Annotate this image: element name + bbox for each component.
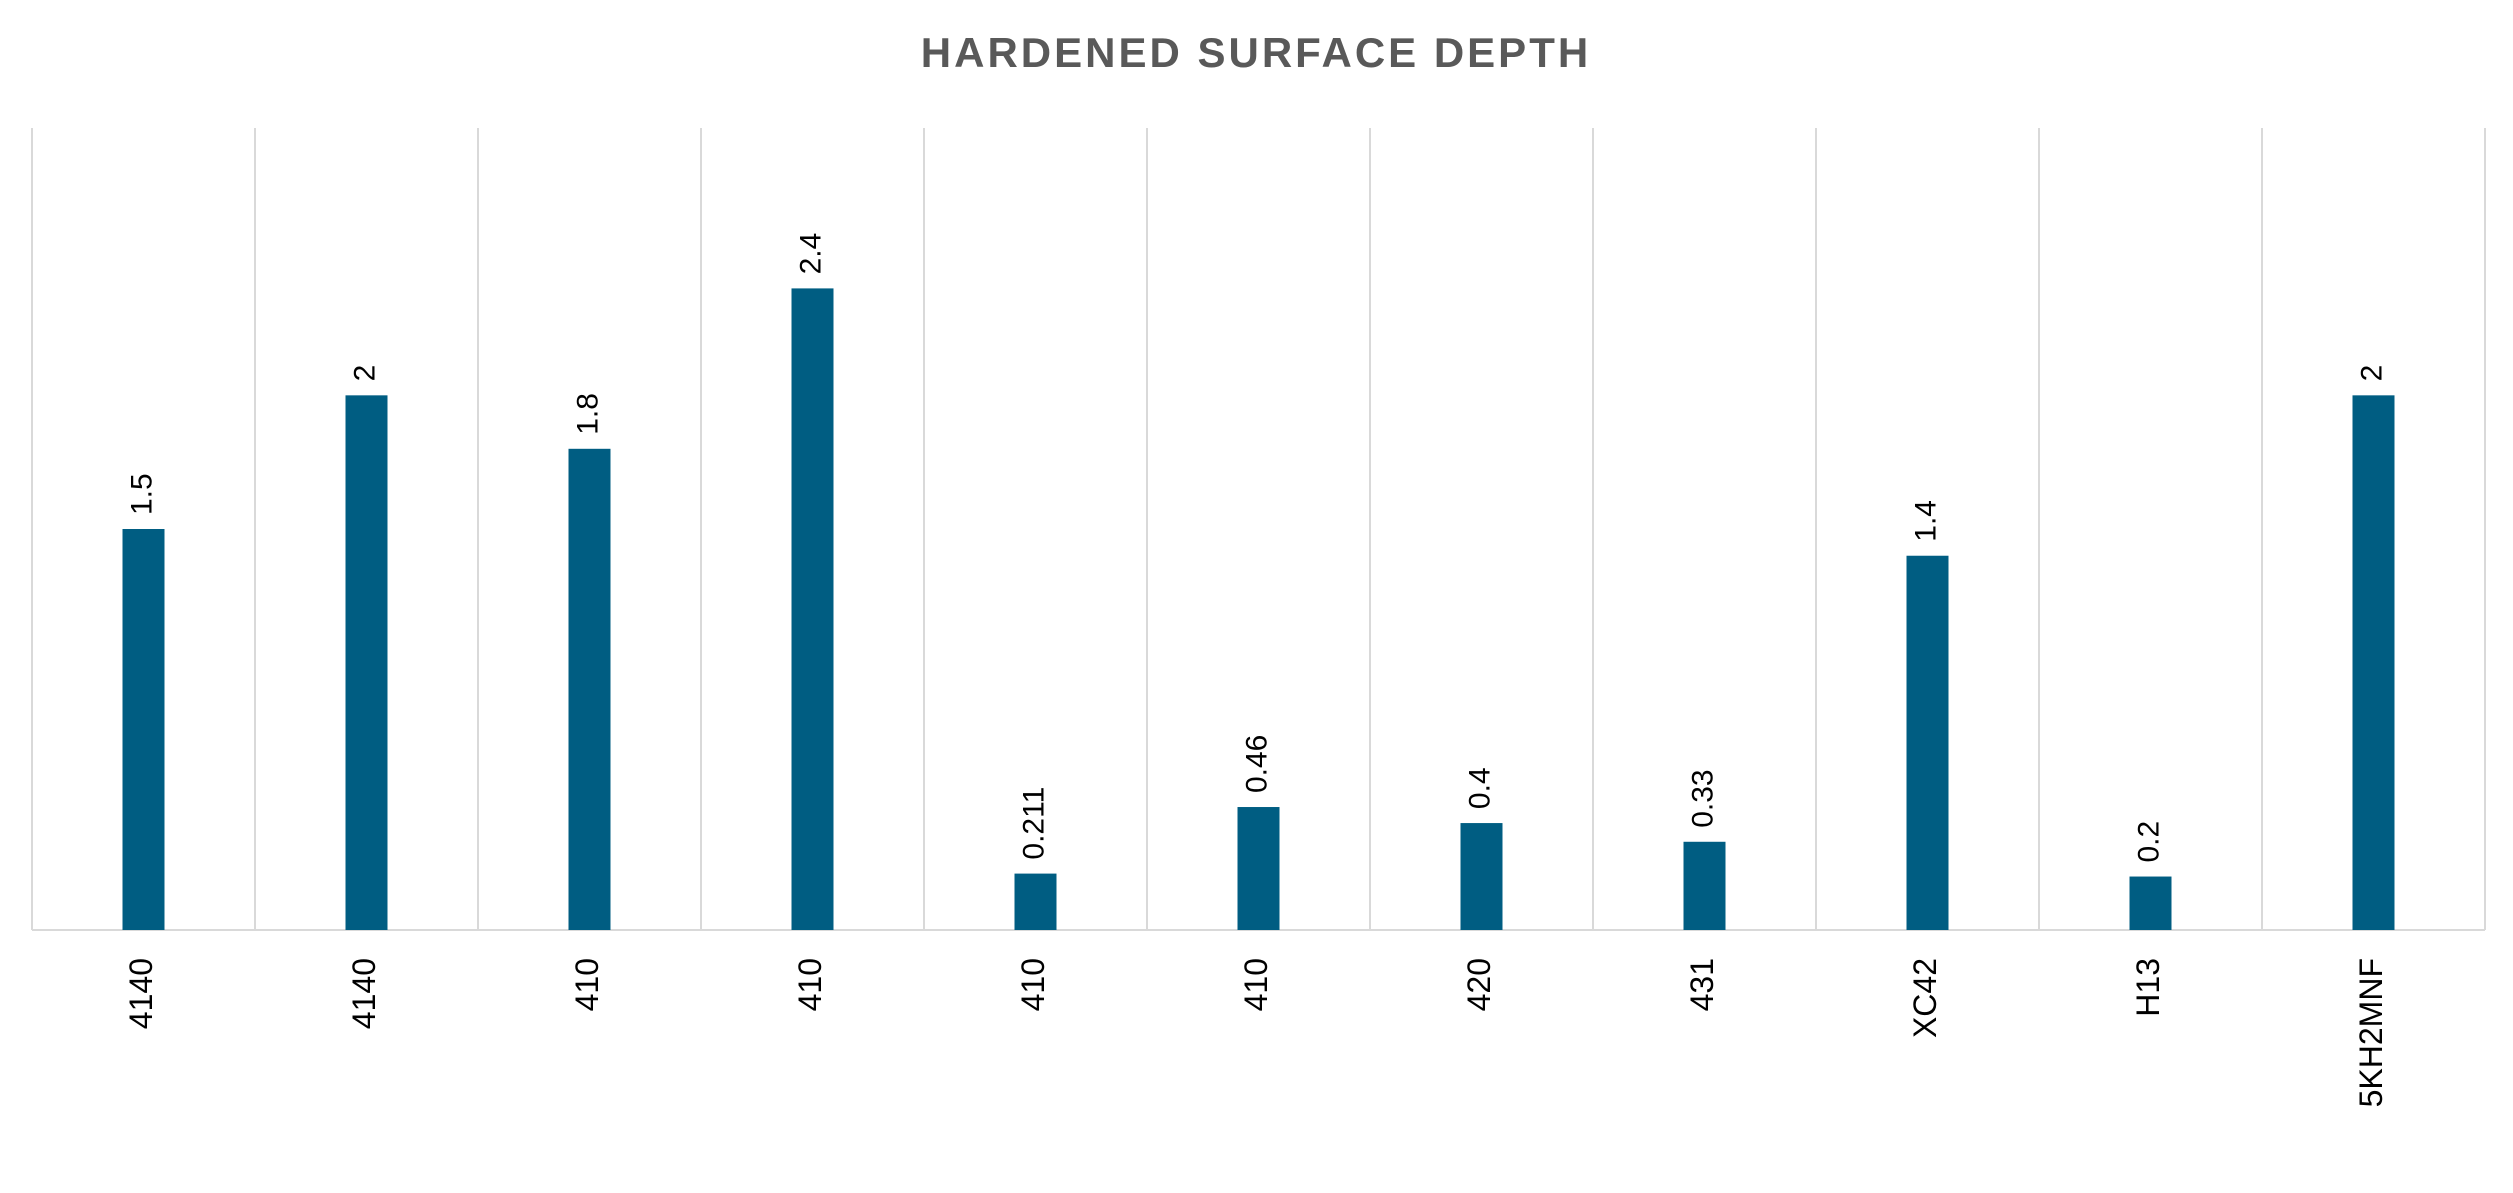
data-label: 1.5 [125, 473, 158, 515]
x-tick-label: H13 [2130, 958, 2166, 1017]
bar [1683, 841, 1726, 930]
x-tick-label: 410 [792, 958, 828, 1011]
bar [1237, 807, 1280, 930]
data-label: 0.46 [1240, 735, 1273, 793]
bar [345, 395, 388, 930]
bar [122, 529, 165, 930]
bar [1906, 555, 1949, 930]
bar [1460, 823, 1503, 930]
x-tick-label: 420 [1461, 958, 1497, 1011]
x-tick-label: 4140 [346, 958, 382, 1029]
chart-title: HARDENED SURFACE DEPTH [921, 29, 1591, 76]
data-label: 2.4 [794, 233, 827, 275]
data-label: 2 [2355, 365, 2388, 382]
data-label: 0.33 [1686, 769, 1719, 827]
bar [791, 288, 834, 930]
data-label: 2 [348, 365, 381, 382]
data-label: 1.8 [571, 393, 604, 435]
x-tick-label: XC42 [1907, 958, 1943, 1038]
bar [1014, 873, 1057, 930]
data-label: 0.4 [1463, 767, 1496, 809]
data-label: 0.211 [1017, 787, 1050, 860]
bar [2352, 395, 2395, 930]
bar [568, 448, 611, 930]
x-tick-label: 410 [569, 958, 605, 1011]
data-label: 0.2 [2132, 821, 2165, 863]
x-tick-label: 5KH2MNF [2353, 958, 2389, 1107]
x-tick-label: 410 [1015, 958, 1051, 1011]
x-tick-label: 431 [1684, 958, 1720, 1011]
x-tick-label: 4140 [123, 958, 159, 1029]
x-tick-label: 410 [1238, 958, 1274, 1011]
bar [2129, 876, 2172, 930]
data-label: 1.4 [1909, 500, 1942, 542]
